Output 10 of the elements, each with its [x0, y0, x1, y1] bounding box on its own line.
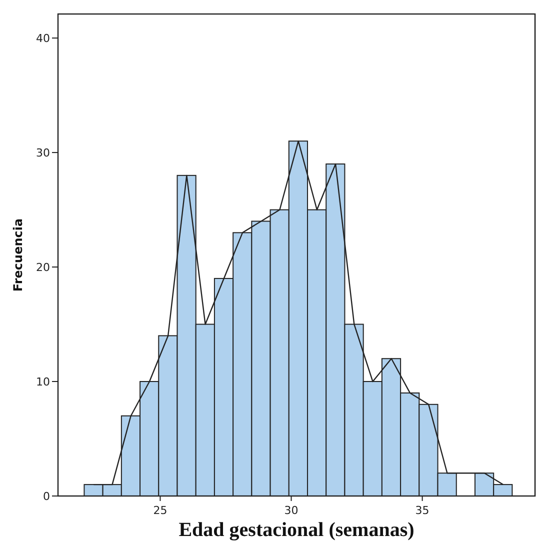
y-tick-label: 10	[36, 375, 50, 388]
y-tick-label: 20	[36, 260, 50, 274]
y-tick-label: 40	[36, 32, 50, 45]
y-tick-label: 0	[43, 490, 50, 503]
y-tick-label: 30	[36, 146, 50, 160]
y-axis-title: Frecuencia	[11, 218, 25, 292]
x-axis-title: Edad gestacional (semanas)	[178, 519, 414, 541]
x-tick-label: 25	[153, 504, 168, 517]
x-tick-label: 30	[284, 504, 298, 517]
x-tick-label: 35	[415, 504, 430, 517]
